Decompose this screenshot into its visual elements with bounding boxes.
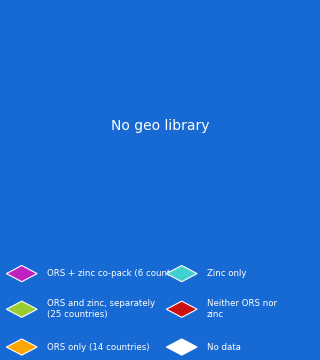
Text: Zinc only: Zinc only [207, 269, 246, 278]
Text: Neither ORS nor
zinc: Neither ORS nor zinc [207, 299, 277, 319]
Polygon shape [166, 301, 197, 318]
Polygon shape [6, 301, 37, 318]
Polygon shape [6, 339, 37, 355]
Text: No data: No data [207, 343, 241, 351]
Text: No geo library: No geo library [111, 119, 209, 133]
Text: ORS and zinc, separately
(25 countries): ORS and zinc, separately (25 countries) [47, 299, 155, 319]
Polygon shape [6, 266, 37, 282]
Polygon shape [166, 266, 197, 282]
Text: ORS + zinc co-pack (6 countries): ORS + zinc co-pack (6 countries) [47, 269, 189, 278]
Polygon shape [166, 339, 197, 355]
Text: ORS only (14 countries): ORS only (14 countries) [47, 343, 149, 351]
